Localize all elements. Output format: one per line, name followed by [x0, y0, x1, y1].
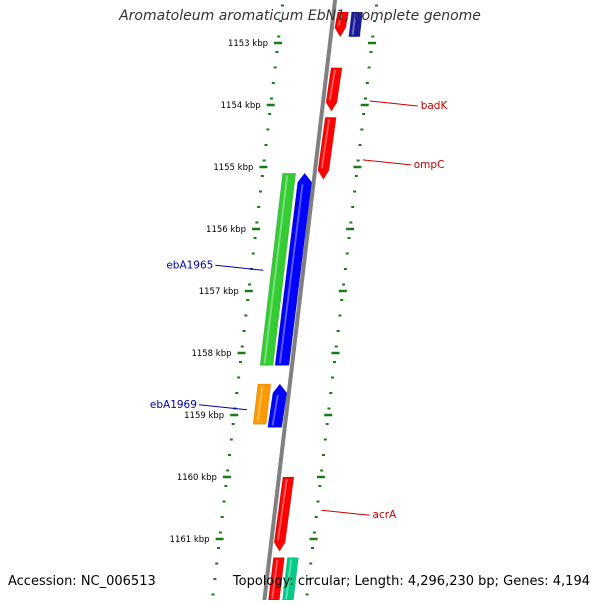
label-leader-line [198, 404, 247, 411]
label-leader-line [215, 264, 264, 271]
gene-feature-gene-acrA[interactable] [273, 476, 295, 553]
gene-highlight [320, 119, 331, 169]
gene-highlight [285, 559, 293, 600]
gene-label-badK[interactable]: badK [421, 100, 449, 112]
accession-label: Accession: NC_006513 [8, 574, 156, 589]
gene-highlight [351, 13, 357, 35]
gene-feature-gene-blue-2[interactable] [267, 383, 288, 428]
gene-feature-gene-ebA1969[interactable] [252, 383, 272, 425]
label-leader-line [369, 100, 418, 107]
gene-feature-gene-ebA1965[interactable] [259, 172, 297, 366]
tick-label: 1153 kbp [228, 39, 268, 49]
gene-labels-layer: badK ompC ebA1965 ebA1969 acrA [150, 100, 449, 521]
tick-label: 1160 kbp [177, 473, 217, 483]
gene-highlight [256, 385, 264, 423]
gene-feature-gene-red-1[interactable] [334, 11, 350, 38]
gene-label-ebA1965[interactable]: ebA1965 [166, 259, 213, 271]
gene-features-layer [252, 11, 364, 602]
gene-highlight [263, 175, 289, 364]
minor-ticks-layer [211, 4, 378, 596]
label-leader-line [362, 159, 411, 166]
gene-highlight [337, 13, 343, 27]
gene-label-acrA[interactable]: acrA [373, 509, 398, 521]
genome-backbone [261, 0, 338, 604]
tick-label: 1156 kbp [206, 225, 246, 235]
gene-label-ompC[interactable]: ompC [414, 159, 445, 171]
tick-label: 1155 kbp [213, 163, 253, 173]
genome-summary-label: Topology: circular; Length: 4,296,230 bp… [232, 574, 590, 589]
scale-ticks-layer: 1153 kbp 1154 kbp 1155 kbp 1156 kbp 1157 kbp… [170, 39, 376, 545]
gene-highlight [271, 559, 279, 600]
gene-highlight [278, 184, 304, 364]
gene-feature-gene-badK[interactable] [325, 67, 343, 112]
gene-highlight [328, 69, 336, 101]
gene-feature-gene-navy-1[interactable] [348, 11, 364, 38]
gene-feature-gene-blue-1[interactable] [274, 172, 313, 366]
tick-label: 1161 kbp [170, 535, 210, 545]
gene-feature-gene-ompC[interactable] [317, 117, 337, 181]
tick-label: 1154 kbp [221, 101, 261, 111]
genome-title: Aromatoleum aromaticum EbN1, complete ge… [119, 8, 481, 24]
label-leader-line [321, 509, 370, 516]
tick-label: 1158 kbp [191, 349, 231, 359]
gene-label-ebA1969[interactable]: ebA1969 [150, 399, 197, 411]
tick-label: 1157 kbp [199, 287, 239, 297]
gene-highlight [277, 478, 288, 541]
tick-label: 1159 kbp [184, 411, 224, 421]
gene-highlight [271, 394, 279, 426]
